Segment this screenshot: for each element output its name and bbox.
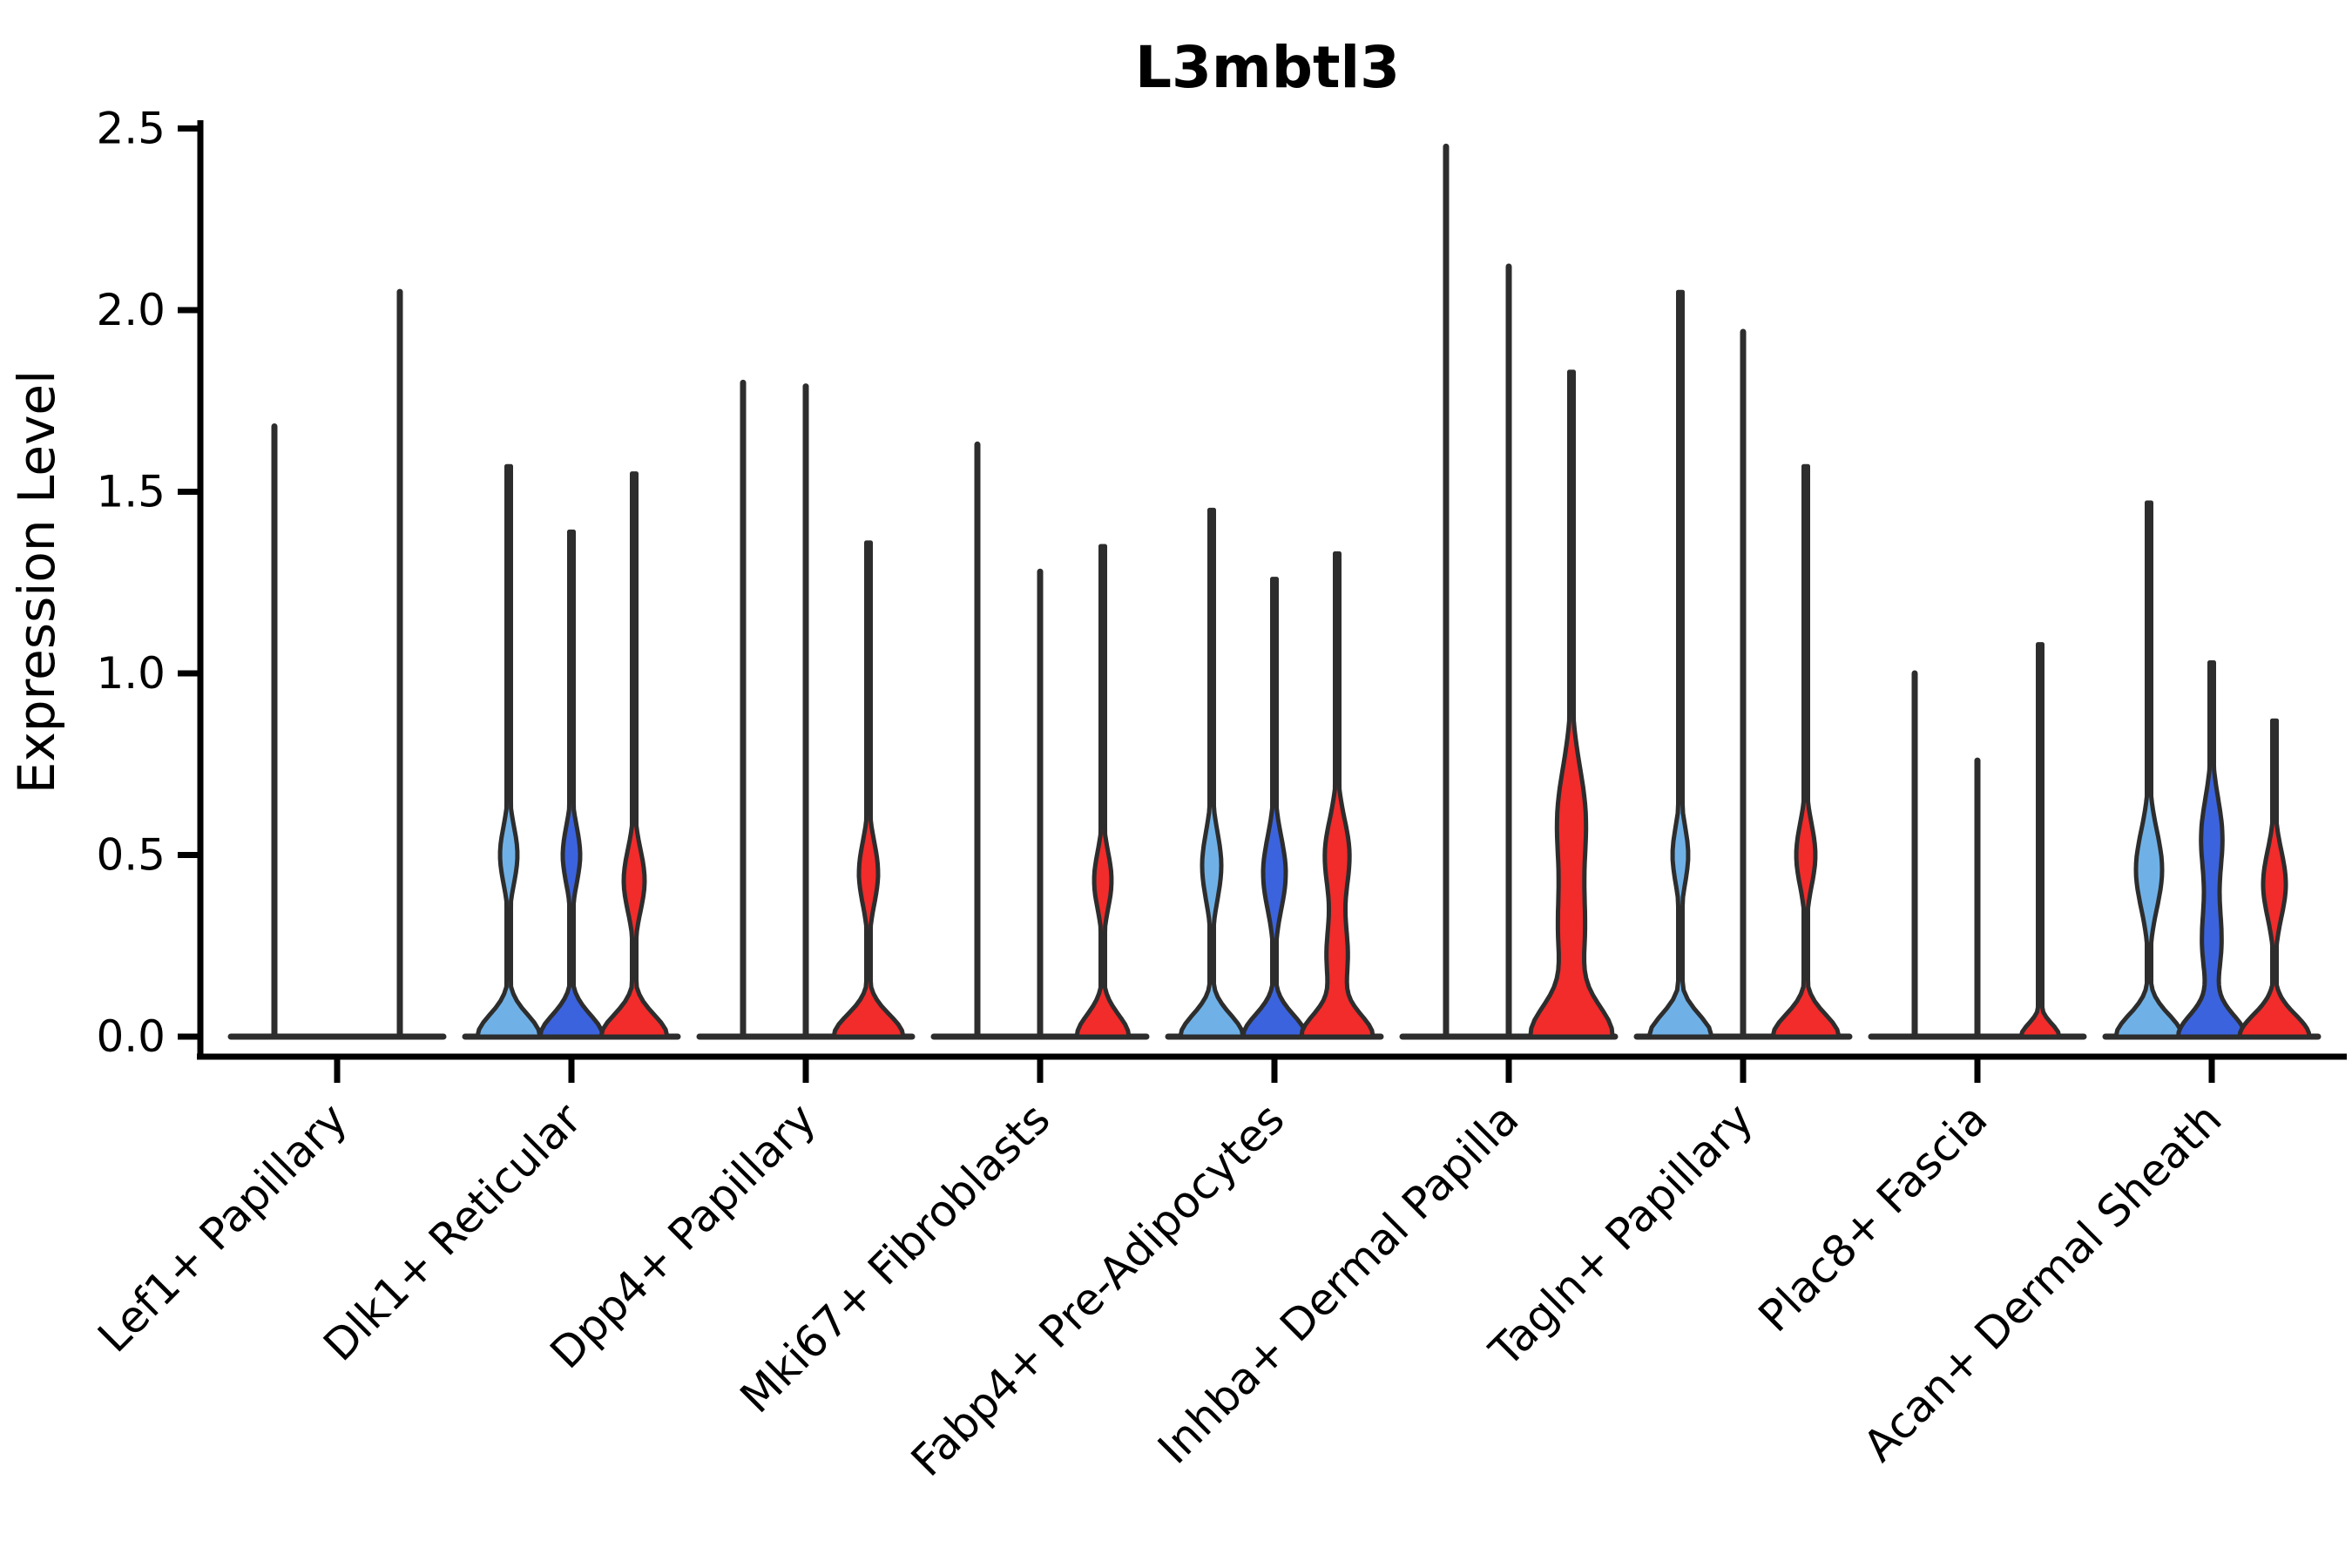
violin-dlk1-reticular-light_blue xyxy=(475,463,543,1039)
violin-acan-dermal-sheath-red xyxy=(2237,718,2312,1039)
violin-fabp4-pre-adipocytes-dark_blue xyxy=(1240,577,1308,1039)
y-tick-label: 1.5 xyxy=(96,467,166,517)
x-tick-label: Fabp4+ Pre-Adipocytes xyxy=(902,1093,1294,1486)
violin-acan-dermal-sheath-dark_blue xyxy=(2176,660,2247,1039)
y-tick-label: 2.0 xyxy=(96,285,166,335)
y-tick-label: 1.0 xyxy=(96,648,166,699)
violin-fabp4-pre-adipocytes-red xyxy=(1299,551,1375,1039)
x-tick-label: Plac8+ Fascia xyxy=(1749,1093,1997,1342)
violin-dpp4-papillary-red xyxy=(831,540,906,1039)
violin-dlk1-reticular-red xyxy=(598,471,670,1039)
chart-title: L3mbtl3 xyxy=(1135,34,1400,101)
violin-dlk1-reticular-dark_blue xyxy=(537,529,605,1039)
violin-tagln-papillary-red xyxy=(1770,463,1842,1039)
x-tick-label: Tagln+ Papillary xyxy=(1479,1093,1762,1376)
x-tick-label: Dlk1+ Reticular xyxy=(314,1093,591,1370)
y-axis-ticks: 0.0 0.5 1.0 1.5 2.0 2.5 xyxy=(96,104,200,1062)
violin-inhba-dermal-papilla-red xyxy=(1528,369,1615,1039)
violin-mki67-fibroblasts-red xyxy=(1074,544,1132,1039)
y-tick-label: 0.5 xyxy=(96,830,166,881)
y-axis-label: Expression Level xyxy=(7,370,66,794)
violin-fabp4-pre-adipocytes-light_blue xyxy=(1178,507,1246,1039)
violins-layer xyxy=(271,143,2312,1040)
violin-plac8-fascia-red xyxy=(2018,642,2062,1039)
violin-tagln-papillary-light_blue xyxy=(1646,289,1714,1039)
y-tick-label: 0.0 xyxy=(96,1011,166,1062)
y-tick-label: 2.5 xyxy=(96,104,166,154)
x-tick-label: Lef1+ Papillary xyxy=(88,1093,356,1362)
violin-acan-dermal-sheath-light_blue xyxy=(2113,500,2185,1039)
